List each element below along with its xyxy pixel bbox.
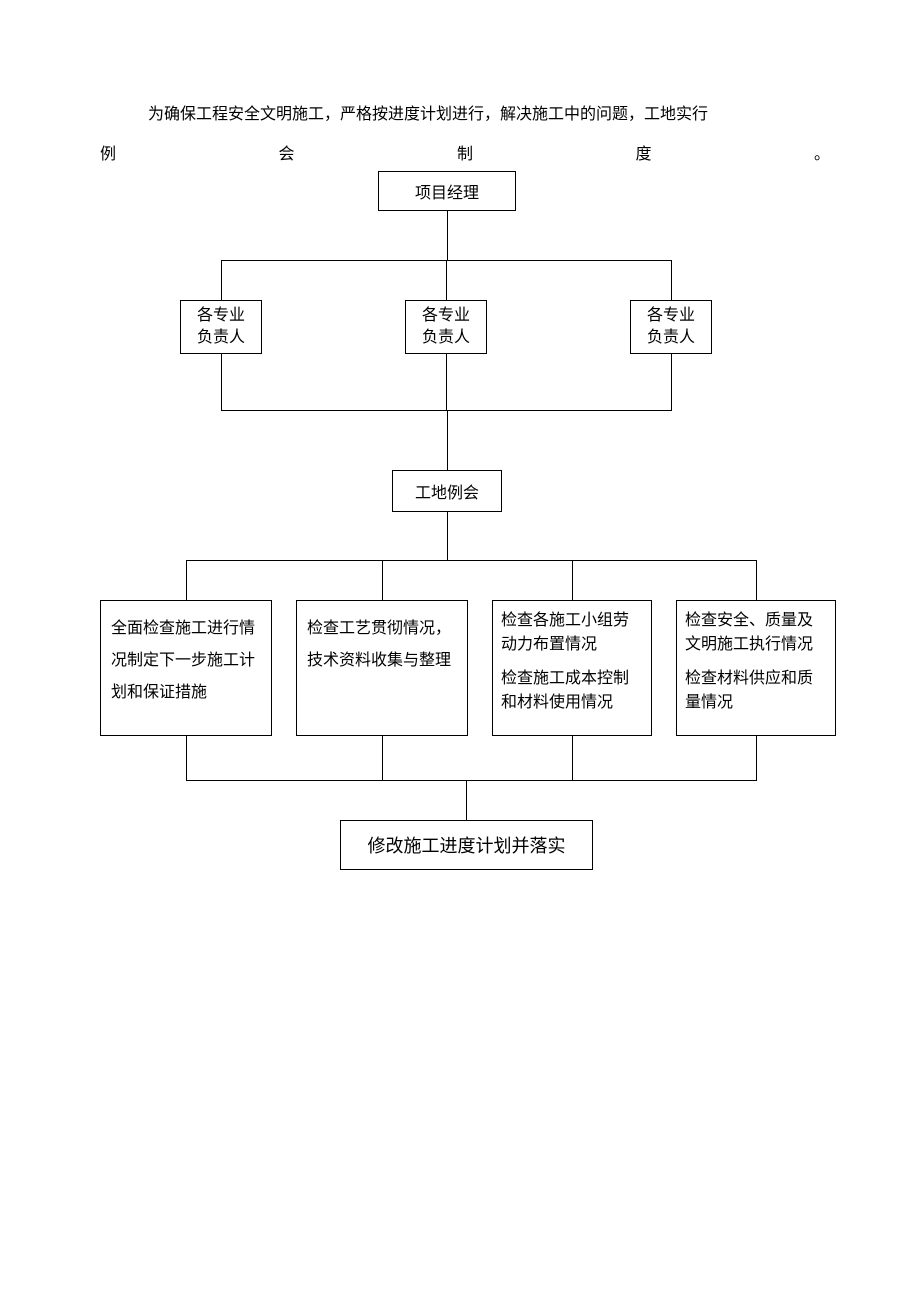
node-specialist-1: 各专业 负责人 bbox=[405, 300, 487, 354]
node-specialist-1-line2: 负责人 bbox=[422, 327, 470, 349]
connector-line bbox=[186, 560, 757, 561]
node-check-3-para1: 检查安全、质量及文明施工执行情况 bbox=[685, 609, 827, 657]
connector-line bbox=[447, 410, 448, 470]
connector-line bbox=[756, 736, 757, 780]
connector-line bbox=[382, 560, 383, 600]
spacer bbox=[501, 657, 643, 667]
connector-line bbox=[447, 512, 448, 560]
node-specialist-0-line2: 负责人 bbox=[197, 327, 245, 349]
node-final: 修改施工进度计划并落实 bbox=[340, 820, 593, 870]
connector-line bbox=[221, 354, 222, 410]
node-project-manager-label: 项目经理 bbox=[415, 179, 479, 203]
node-check-0-text: 全面检查施工进行情况制定下一步施工计划和保证措施 bbox=[111, 620, 255, 701]
node-check-2-para1: 检查各施工小组劳动力布置情况 bbox=[501, 609, 643, 657]
intro-char-4: 。 bbox=[814, 140, 830, 164]
intro-char-3: 度 bbox=[635, 140, 651, 164]
connector-line bbox=[446, 260, 447, 300]
node-specialist-0: 各专业 负责人 bbox=[180, 300, 262, 354]
connector-line bbox=[671, 260, 672, 300]
connector-line bbox=[382, 736, 383, 780]
connector-line bbox=[756, 560, 757, 600]
node-check-3: 检查安全、质量及文明施工执行情况 检查材料供应和质量情况 bbox=[676, 600, 836, 736]
spacer bbox=[685, 657, 827, 667]
intro-line1: 为确保工程安全文明施工，严格按进度计划进行，解决施工中的问题，工地实行 bbox=[148, 100, 833, 124]
node-specialist-2: 各专业 负责人 bbox=[630, 300, 712, 354]
node-specialist-2-line1: 各专业 bbox=[647, 305, 695, 327]
intro-line2: 例 会 制 度 。 bbox=[100, 140, 830, 164]
connector-line bbox=[186, 560, 187, 600]
node-check-3-para2: 检查材料供应和质量情况 bbox=[685, 667, 827, 715]
connector-line bbox=[572, 560, 573, 600]
node-check-2-para2: 检查施工成本控制和材料使用情况 bbox=[501, 667, 643, 715]
node-site-meeting-label: 工地例会 bbox=[415, 479, 479, 503]
connector-line bbox=[466, 780, 467, 820]
connector-line bbox=[221, 260, 222, 300]
node-specialist-2-line2: 负责人 bbox=[647, 327, 695, 349]
connector-line bbox=[186, 780, 757, 781]
node-project-manager: 项目经理 bbox=[378, 171, 516, 211]
node-specialist-1-line1: 各专业 bbox=[422, 305, 470, 327]
node-specialist-0-line1: 各专业 bbox=[197, 305, 245, 327]
node-check-1-text: 检查工艺贯彻情况，技术资料收集与整理 bbox=[307, 620, 451, 669]
connector-line bbox=[186, 736, 187, 780]
connector-line bbox=[447, 211, 448, 260]
node-final-label: 修改施工进度计划并落实 bbox=[368, 832, 566, 858]
connector-line bbox=[572, 736, 573, 780]
connector-line bbox=[446, 354, 447, 410]
intro-char-1: 会 bbox=[278, 140, 294, 164]
intro-char-0: 例 bbox=[100, 140, 116, 164]
connector-line bbox=[671, 354, 672, 410]
node-site-meeting: 工地例会 bbox=[392, 470, 502, 512]
node-check-1: 检查工艺贯彻情况，技术资料收集与整理 bbox=[296, 600, 468, 736]
node-check-0: 全面检查施工进行情况制定下一步施工计划和保证措施 bbox=[100, 600, 272, 736]
node-check-2: 检查各施工小组劳动力布置情况 检查施工成本控制和材料使用情况 bbox=[492, 600, 652, 736]
intro-char-2: 制 bbox=[457, 140, 473, 164]
